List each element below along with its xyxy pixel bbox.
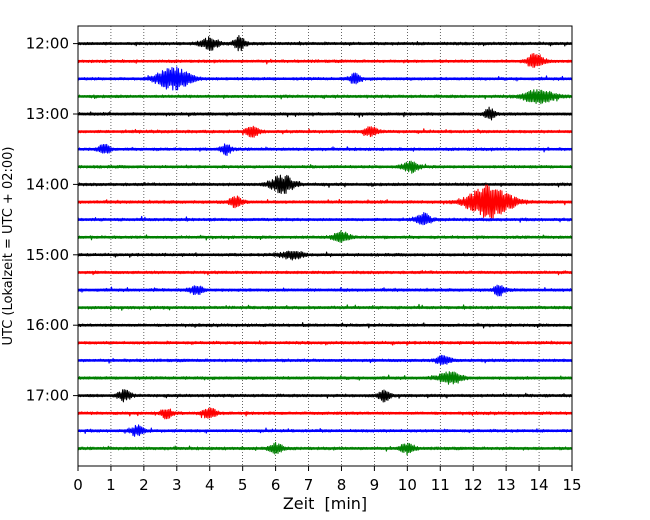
x-tick-label: 4 bbox=[205, 476, 215, 494]
x-axis-ticks: 0 1 2 3 4 5 6 7 8 9 10 11 12 13 14 15 bbox=[73, 466, 582, 494]
x-tick-label: 0 bbox=[73, 476, 83, 494]
x-tick-label: 12 bbox=[464, 476, 483, 494]
x-tick-label: 2 bbox=[139, 476, 149, 494]
y-tick-label: 13:00 bbox=[26, 105, 69, 123]
x-tick-label: 9 bbox=[370, 476, 380, 494]
x-tick-label: 14 bbox=[530, 476, 549, 494]
x-tick-label: 6 bbox=[271, 476, 281, 494]
x-tick-label: 11 bbox=[431, 476, 450, 494]
x-tick-label: 7 bbox=[304, 476, 314, 494]
plot-frame bbox=[77, 25, 573, 467]
y-tick-label: 17:00 bbox=[26, 387, 69, 405]
y-tick-label: 14:00 bbox=[26, 175, 69, 193]
y-axis-ticks: 12:00 13:00 14:00 15:00 16:00 17:00 bbox=[26, 35, 78, 405]
x-tick-label: 3 bbox=[172, 476, 182, 494]
plot-background bbox=[78, 26, 572, 466]
x-tick-label: 1 bbox=[106, 476, 116, 494]
seismic-traces bbox=[77, 35, 573, 456]
x-tick-label: 8 bbox=[337, 476, 347, 494]
minute-grid bbox=[110, 26, 540, 466]
x-tick-label: 13 bbox=[497, 476, 516, 494]
y-axis-label: UTC (Lokalzeit = UTC + 02:00) bbox=[1, 147, 16, 346]
x-tick-label: 5 bbox=[238, 476, 248, 494]
x-axis-label: Zeit [min] bbox=[283, 494, 367, 513]
y-tick-label: 12:00 bbox=[26, 35, 69, 53]
x-tick-label: 15 bbox=[562, 476, 581, 494]
y-tick-label: 15:00 bbox=[26, 246, 69, 264]
x-tick-label: 10 bbox=[398, 476, 417, 494]
y-tick-label: 16:00 bbox=[26, 316, 69, 334]
